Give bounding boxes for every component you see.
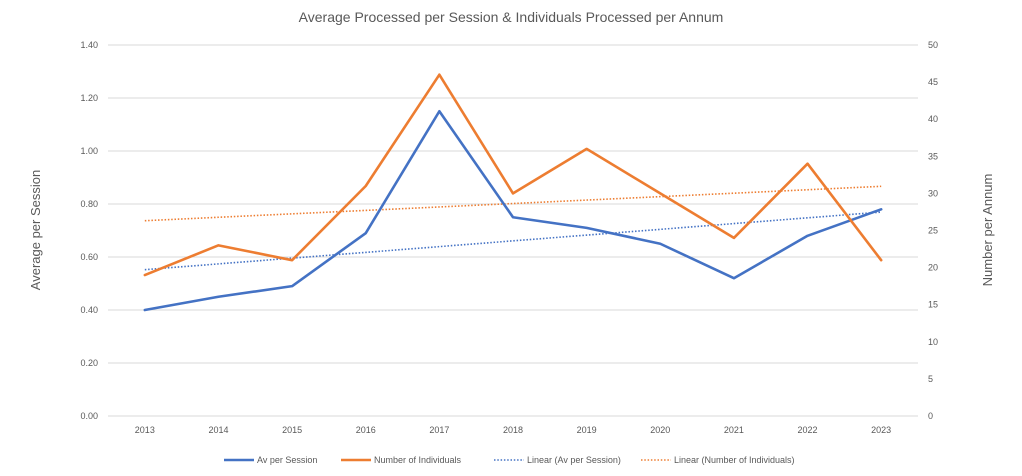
chart-title: Average Processed per Session & Individu…	[299, 9, 724, 25]
right-tick-label: 5	[928, 374, 933, 384]
left-tick-label: 0.60	[80, 252, 98, 262]
x-tick-label: 2018	[503, 425, 523, 435]
right-tick-label: 15	[928, 300, 938, 310]
right-tick-label: 40	[928, 114, 938, 124]
legend-item: Number of Individuals	[341, 455, 462, 465]
left-tick-label: 1.40	[80, 40, 98, 50]
right-tick-label: 45	[928, 77, 938, 87]
right-tick-label: 35	[928, 151, 938, 161]
left-tick-label: 0.00	[80, 411, 98, 421]
right-axis-title: Number per Annum	[980, 174, 995, 287]
trendline-number-of-individuals	[144, 185, 882, 222]
x-tick-label: 2022	[798, 425, 818, 435]
left-tick-label: 1.20	[80, 93, 98, 103]
left-tick-label: 0.40	[80, 305, 98, 315]
legend-label: Number of Individuals	[374, 455, 462, 465]
right-tick-label: 10	[928, 337, 938, 347]
left-tick-label: 0.20	[80, 358, 98, 368]
legend-label: Linear (Av per Session)	[527, 455, 621, 465]
trendlines	[144, 185, 882, 271]
left-axis-title: Average per Session	[28, 170, 43, 290]
x-tick-label: 2023	[871, 425, 891, 435]
left-axis-ticks: 0.00 0.20 0.40 0.60 0.80 1.00 1.20 1.40	[80, 40, 98, 421]
trendline-av-per-session	[144, 211, 882, 271]
right-tick-label: 20	[928, 263, 938, 273]
right-tick-label: 0	[928, 411, 933, 421]
legend-label: Linear (Number of Individuals)	[674, 455, 795, 465]
x-axis-ticks: 2013 2014 2015 2016 2017 2018 2019 2020 2021 2022…	[135, 425, 891, 435]
right-tick-label: 25	[928, 226, 938, 236]
right-tick-label: 30	[928, 188, 938, 198]
x-tick-label: 2016	[356, 425, 376, 435]
x-tick-label: 2021	[724, 425, 744, 435]
legend-item: Linear (Number of Individuals)	[641, 455, 795, 465]
legend-label: Av per Session	[257, 455, 317, 465]
legend-item: Av per Session	[224, 455, 317, 465]
left-tick-label: 0.80	[80, 199, 98, 209]
left-tick-label: 1.00	[80, 146, 98, 156]
right-axis-ticks: 0 5 10 15 20 25 30 35 40 45 50	[928, 40, 938, 421]
series-line-number-of-individuals	[143, 73, 883, 277]
x-tick-label: 2014	[208, 425, 228, 435]
x-tick-label: 2019	[577, 425, 597, 435]
series-line-av-per-session	[143, 109, 883, 312]
x-tick-label: 2013	[135, 425, 155, 435]
series-lines	[143, 73, 883, 312]
right-tick-label: 50	[928, 40, 938, 50]
x-tick-label: 2020	[650, 425, 670, 435]
legend: Av per Session Number of Individuals Linea…	[224, 455, 795, 465]
gridlines	[108, 44, 918, 417]
legend-item: Linear (Av per Session)	[494, 455, 621, 465]
x-tick-label: 2017	[429, 425, 449, 435]
x-tick-label: 2015	[282, 425, 302, 435]
